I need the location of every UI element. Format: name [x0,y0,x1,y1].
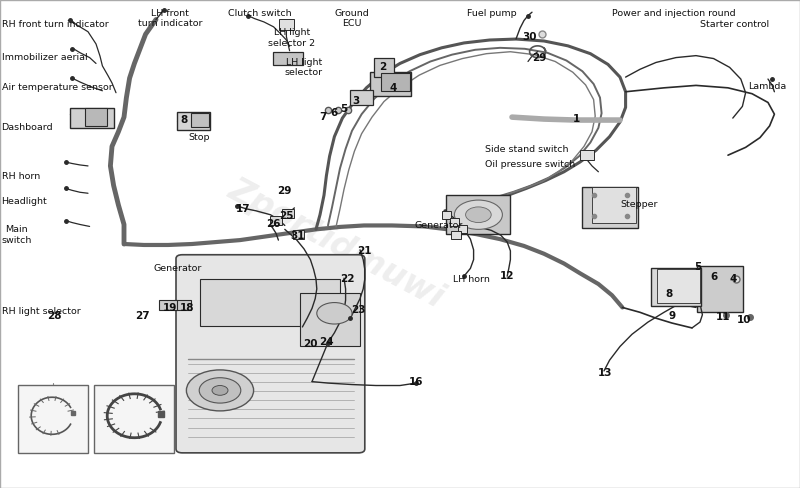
Text: 2: 2 [378,62,386,72]
Text: Generator: Generator [414,221,462,229]
Text: 29: 29 [532,53,546,62]
Text: 24: 24 [319,337,334,346]
Bar [159,300,177,310]
Bar [374,58,394,77]
Bar [458,225,467,233]
Text: 27: 27 [135,311,150,321]
Circle shape [212,386,228,395]
Text: RH light selector: RH light selector [2,307,80,316]
Text: 30: 30 [522,32,537,42]
Text: 6: 6 [710,272,718,282]
Text: LH horn: LH horn [453,275,490,284]
Bar [350,90,373,105]
Text: Ground
ECU: Ground ECU [334,9,370,28]
Bar [293,230,304,239]
Bar [270,216,282,225]
Text: Fuel pump: Fuel pump [467,9,517,18]
Text: Lambda: Lambda [748,82,786,91]
Text: 7: 7 [319,112,327,122]
Text: 12: 12 [500,271,514,281]
Bar [273,52,303,65]
Text: Power and injection round: Power and injection round [612,9,736,18]
Bar [70,108,114,128]
Bar [381,73,410,91]
Text: Immobilizer aerial: Immobilizer aerial [2,53,87,61]
Text: 4: 4 [390,83,398,93]
Text: Main
switch: Main switch [2,225,32,245]
Text: LH light
selector: LH light selector [285,58,323,77]
Bar [442,211,451,219]
Bar [446,195,510,234]
Text: Stop: Stop [188,133,210,142]
Text: 28: 28 [47,311,62,321]
Text: Generator: Generator [154,264,202,272]
Text: 26: 26 [266,219,281,228]
Text: 20: 20 [303,339,318,348]
Text: 5: 5 [694,263,702,272]
Text: 16: 16 [409,377,423,386]
Bar [282,209,294,218]
Text: 11: 11 [716,312,730,322]
Circle shape [186,370,254,411]
Text: 29: 29 [278,186,292,196]
Text: 18: 18 [180,304,194,313]
Bar [450,218,459,226]
Circle shape [317,303,352,324]
Bar [85,108,107,126]
Bar [94,385,174,453]
Circle shape [199,378,241,403]
Text: LH light
selector 2: LH light selector 2 [269,28,315,48]
Text: Headlight: Headlight [2,197,47,206]
Text: Stepper: Stepper [620,200,658,209]
Bar [697,265,743,312]
Text: Starter control: Starter control [700,20,769,29]
Circle shape [466,207,491,223]
Bar [174,300,191,310]
Bar [580,150,594,160]
Text: 25: 25 [279,211,294,221]
Bar [201,279,341,326]
Text: 13: 13 [598,368,612,378]
Text: 9: 9 [669,311,675,321]
Bar [593,187,637,223]
Text: 6: 6 [330,108,338,118]
Text: 22: 22 [340,274,354,284]
Text: 3: 3 [352,96,360,105]
Text: 19: 19 [162,304,177,313]
Text: 17: 17 [236,204,250,214]
Text: 21: 21 [358,246,372,256]
Circle shape [454,200,502,229]
Text: Zportidmuwi: Zportidmuwi [222,173,450,315]
Text: 8: 8 [180,115,188,125]
Bar [191,113,209,127]
Bar [451,231,461,239]
FancyBboxPatch shape [176,255,365,453]
Text: 4: 4 [729,274,737,284]
Bar [657,269,700,303]
Bar [300,293,360,346]
Bar [18,385,88,453]
Text: Dashboard: Dashboard [2,123,54,132]
Text: 5: 5 [340,104,348,114]
Text: Clutch switch: Clutch switch [228,9,292,18]
Text: 1: 1 [572,114,580,124]
Text: RH front turn indicator: RH front turn indicator [2,20,108,29]
Text: LH front
turn indicator: LH front turn indicator [138,9,202,28]
Text: 31: 31 [290,231,305,241]
Bar [177,112,210,130]
Bar [582,187,638,228]
Bar [651,268,701,306]
Text: RH horn: RH horn [2,172,40,181]
Text: Side stand switch: Side stand switch [485,145,568,154]
Text: 10: 10 [737,315,751,325]
Text: Oil pressure switch: Oil pressure switch [485,160,575,169]
Bar [279,19,294,30]
Bar [370,72,411,96]
Text: 23: 23 [351,305,366,315]
Text: Air temperature sensor: Air temperature sensor [2,83,112,92]
Text: 8: 8 [665,289,673,299]
